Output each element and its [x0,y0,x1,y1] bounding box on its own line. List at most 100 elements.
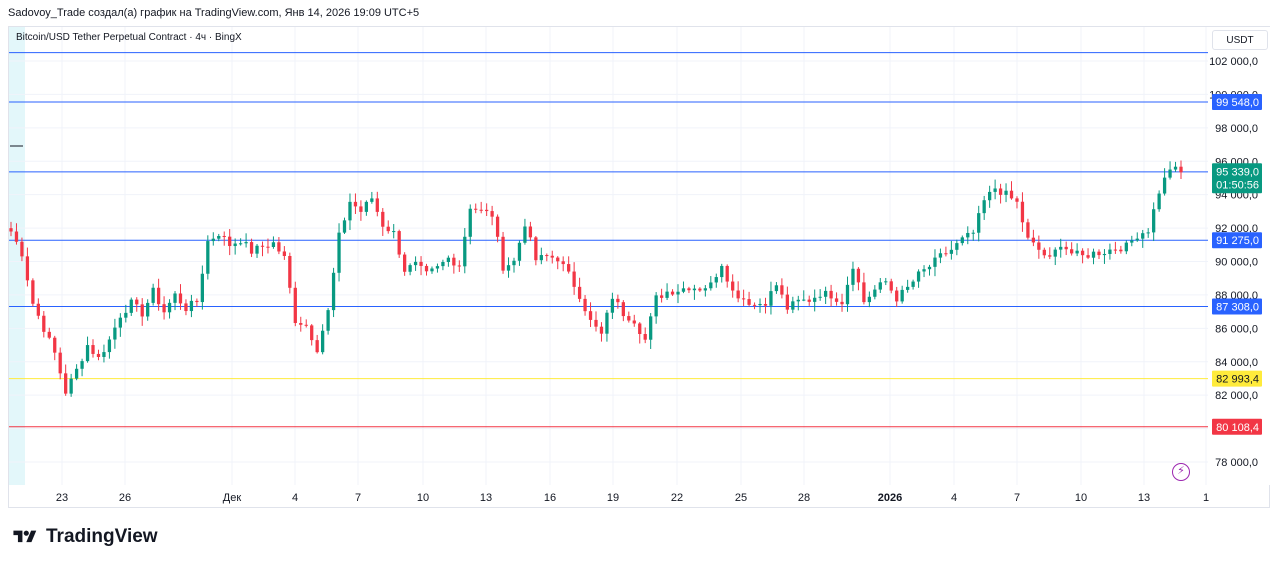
candle-body [140,304,144,317]
y-tick-label: 84 000,0 [1215,357,1258,369]
y-tick-label: 98 000,0 [1215,123,1258,135]
price-level-tag [1212,93,1262,110]
candle-body [200,273,204,303]
candle-body [638,323,642,335]
candle-body [720,265,724,278]
candle-body [829,290,833,299]
candle-body [796,299,800,302]
x-tick-label: 7 [1014,492,1020,504]
candle-body [1135,238,1139,241]
candle-body [747,299,751,305]
candle-body [299,323,303,325]
candle-body [517,242,522,261]
candle-body [878,282,882,290]
x-tick-label: 10 [417,492,429,504]
candle-body [20,241,24,257]
tradingview-logo-icon [13,530,37,543]
candle-body [479,209,483,211]
x-tick-label: 23 [56,492,68,504]
candle-body [457,265,461,267]
lightning-icon[interactable]: ⚡ [1172,463,1190,481]
candle-body [85,345,90,362]
candle-body [353,201,358,207]
candle-body [146,302,150,317]
price-level-tag [1212,418,1262,435]
candle-body [900,289,904,302]
candle-body [348,201,352,221]
candle-body [47,331,51,338]
candle-body [408,265,412,272]
candle-body [889,281,893,291]
candle-body [102,352,106,357]
candle-body [577,286,582,299]
candle-body [173,293,177,303]
candle-body [791,301,795,310]
candle-body [922,269,926,272]
candle-body [424,265,429,272]
candle-body [1075,250,1079,254]
candle-body [687,288,691,291]
candle-body [545,255,549,257]
candle-body [288,255,292,288]
candle-body [1026,222,1030,238]
candle-body [228,236,232,247]
candle-body [392,231,396,233]
candle-body [1168,169,1172,178]
candle-body [129,299,133,313]
tradingview-logo-text: TradingView [46,526,158,547]
x-tick-label: 19 [607,492,619,504]
candle-body [741,298,746,300]
candle-body [1042,249,1046,256]
candle-body [709,282,713,289]
candle-body [304,324,308,326]
candle-body [813,297,817,302]
price-level-tag [1212,232,1262,249]
candle-body [69,378,73,394]
candle-body [1179,166,1183,173]
candle-body [769,291,773,306]
candle-body [616,298,620,303]
candle-body [528,226,533,238]
candle-body [988,191,992,201]
candle-body [156,287,161,305]
candle-body [490,211,494,217]
y-tick-label: 92 000,0 [1215,223,1258,235]
candle-body [1141,233,1145,239]
candle-body [206,241,210,274]
candle-body [556,257,560,262]
candle-body [14,231,19,242]
currency-label[interactable]: USDT [1212,30,1268,50]
candle-body [971,232,975,234]
candle-body [993,188,997,192]
candle-body [1162,177,1167,194]
candle-body [342,220,347,233]
candle-body [364,201,369,212]
candle-body [1102,253,1107,256]
candle-body [1086,255,1090,258]
candle-body [780,285,784,295]
candle-body [217,235,221,239]
x-tick-label: 2026 [878,492,902,504]
candle-body [1152,209,1156,233]
candle-body [703,288,707,291]
candle-body [692,288,697,291]
candle-body [506,265,511,271]
candle-body [315,340,319,353]
candle-body [681,288,686,292]
candle-body [588,311,593,320]
candle-body [731,281,735,291]
price-level-tag-label: 82 993,4 [1216,374,1259,386]
candle-body [949,249,954,254]
candle-body [58,352,62,374]
candle-body [845,284,850,305]
candle-body [74,368,79,379]
candle-body [326,310,330,331]
candle-body [550,255,554,258]
candle-body [752,304,757,306]
candle-body [238,243,243,245]
candle-body [583,298,587,312]
y-tick-label: 86 000,0 [1215,323,1258,335]
candle-body [561,261,565,265]
candle-body [599,326,604,334]
